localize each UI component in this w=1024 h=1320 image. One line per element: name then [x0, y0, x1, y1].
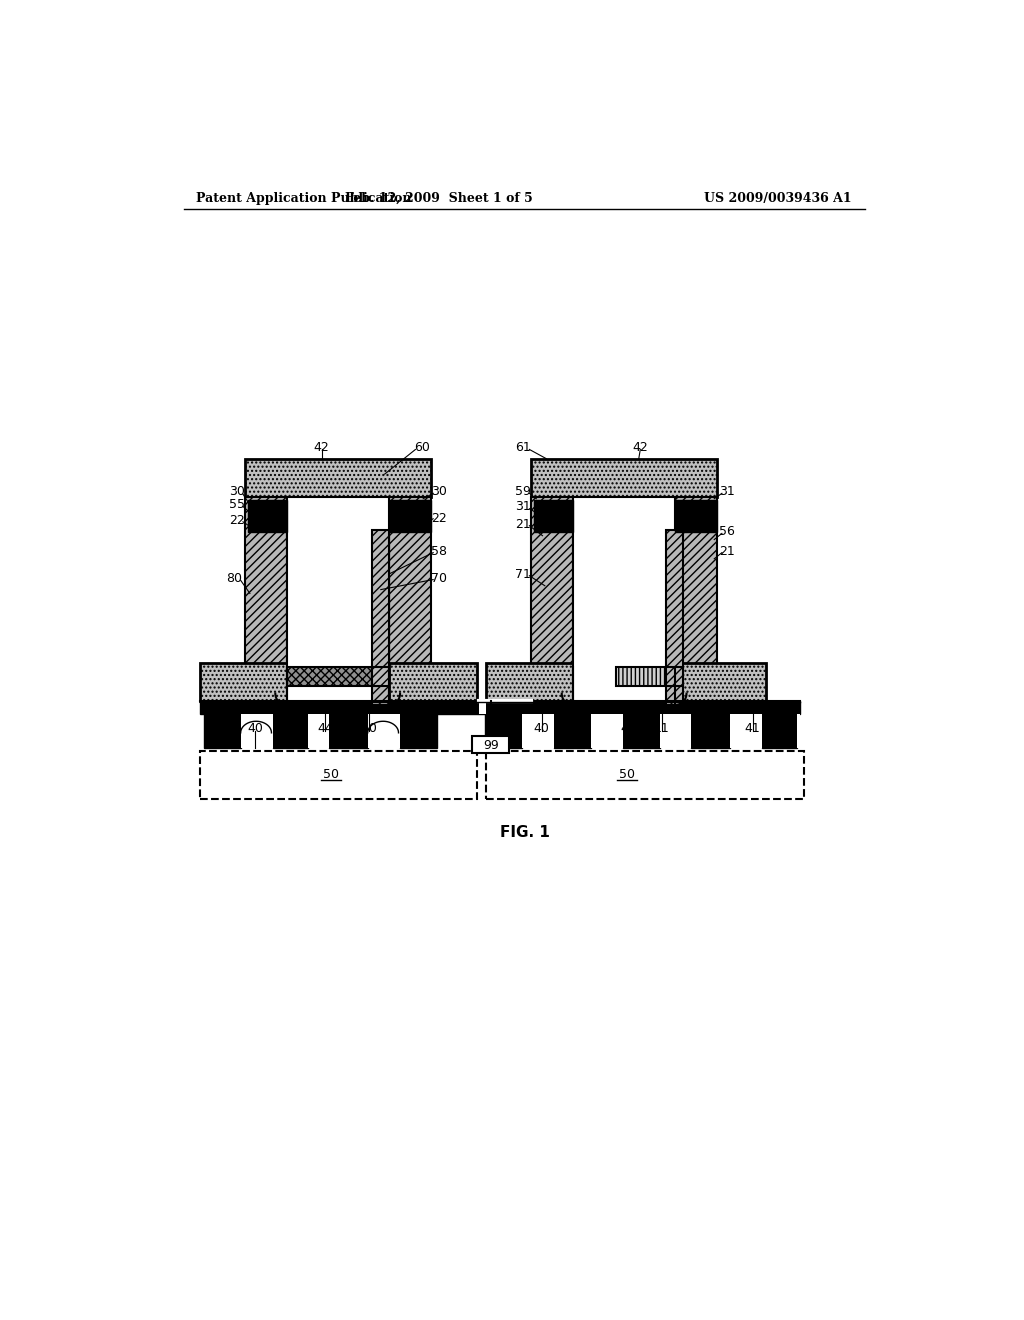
Text: FIG. 1: FIG. 1: [500, 825, 550, 840]
Bar: [624, 714, 660, 748]
Text: 21: 21: [515, 517, 531, 531]
Text: US 2009/0039436 A1: US 2009/0039436 A1: [705, 191, 852, 205]
Bar: [660, 714, 691, 748]
Text: 42: 42: [313, 441, 330, 454]
Text: 22: 22: [229, 513, 245, 527]
Text: 31: 31: [515, 500, 531, 513]
Bar: [554, 714, 591, 748]
Text: 80: 80: [226, 572, 243, 585]
Bar: [245, 498, 287, 682]
Bar: [372, 667, 388, 686]
Bar: [372, 529, 388, 705]
Text: Patent Application Publication: Patent Application Publication: [196, 191, 412, 205]
Bar: [478, 701, 486, 714]
Text: 22: 22: [431, 512, 446, 525]
Bar: [521, 714, 554, 748]
Bar: [307, 714, 330, 748]
Bar: [287, 498, 388, 705]
Text: 50: 50: [620, 768, 635, 781]
Text: 46: 46: [621, 722, 636, 735]
Text: 58: 58: [430, 545, 446, 557]
Text: Feb. 12, 2009  Sheet 1 of 5: Feb. 12, 2009 Sheet 1 of 5: [345, 191, 532, 205]
Text: 40: 40: [248, 722, 263, 735]
Bar: [666, 667, 683, 686]
Bar: [204, 714, 241, 748]
Text: 30: 30: [431, 486, 446, 499]
Bar: [472, 737, 509, 752]
Bar: [273, 714, 307, 748]
Text: 21: 21: [720, 545, 735, 557]
Bar: [484, 714, 521, 748]
Bar: [487, 752, 803, 797]
Bar: [388, 663, 477, 701]
Bar: [249, 499, 287, 532]
Bar: [388, 498, 431, 682]
Text: 56: 56: [720, 525, 735, 539]
Text: 42: 42: [633, 441, 648, 454]
Bar: [200, 751, 477, 799]
Bar: [675, 499, 717, 532]
Bar: [591, 714, 624, 748]
Text: 10: 10: [287, 722, 302, 735]
Bar: [730, 714, 762, 748]
Bar: [675, 498, 717, 682]
Bar: [200, 663, 330, 701]
Bar: [531, 459, 717, 498]
Bar: [202, 752, 475, 797]
Bar: [797, 714, 801, 748]
Bar: [400, 714, 437, 748]
Text: 11: 11: [654, 722, 670, 735]
Bar: [675, 663, 766, 701]
Bar: [762, 714, 797, 748]
Text: 41: 41: [744, 722, 761, 735]
Text: 40: 40: [534, 722, 550, 735]
Text: 41: 41: [402, 722, 418, 735]
Bar: [388, 499, 431, 532]
Bar: [241, 714, 273, 748]
Text: 60: 60: [414, 441, 429, 454]
Text: 50: 50: [323, 768, 339, 781]
Text: 70: 70: [430, 572, 446, 585]
Bar: [531, 498, 573, 682]
Text: 41: 41: [208, 722, 223, 735]
Bar: [486, 751, 804, 799]
Bar: [573, 498, 675, 705]
Text: 59: 59: [515, 486, 531, 499]
Text: 41: 41: [488, 722, 504, 735]
Bar: [200, 701, 801, 714]
Text: 40: 40: [692, 722, 709, 735]
Text: 55: 55: [228, 499, 245, 511]
Bar: [368, 714, 400, 748]
Bar: [615, 667, 666, 686]
Text: 71: 71: [515, 568, 531, 581]
Bar: [330, 714, 368, 748]
Text: 61: 61: [515, 441, 531, 454]
Text: 40: 40: [361, 722, 377, 735]
Bar: [666, 529, 683, 705]
Bar: [287, 667, 372, 686]
Text: 44: 44: [317, 722, 333, 735]
Text: 99: 99: [483, 739, 499, 751]
Bar: [486, 663, 615, 701]
Bar: [245, 459, 431, 498]
Bar: [691, 714, 730, 748]
Bar: [535, 499, 572, 532]
Text: 30: 30: [229, 486, 245, 499]
Text: 31: 31: [720, 486, 735, 499]
